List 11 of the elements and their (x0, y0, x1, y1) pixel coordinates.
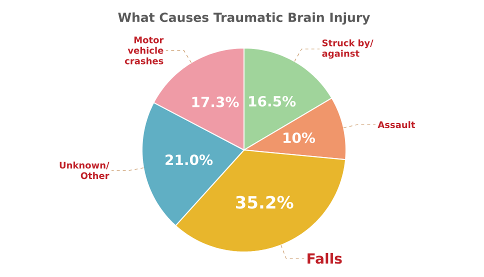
chart-title: What Causes Traumatic Brain Injury (118, 12, 370, 25)
slice-label: Falls (308, 252, 342, 264)
data-label: 17.3% (192, 96, 239, 108)
slice-label: Motor vehicle crashes (124, 36, 164, 64)
slice-label: Struck by/ against (322, 39, 374, 59)
data-label: 10% (284, 132, 316, 144)
data-label: 35.2% (236, 196, 294, 209)
data-label: 21.0% (166, 154, 213, 166)
slice-label: Assault (378, 121, 416, 128)
data-label: 16.5% (249, 96, 296, 107)
slice-label: Unknown/ Other (60, 162, 110, 180)
